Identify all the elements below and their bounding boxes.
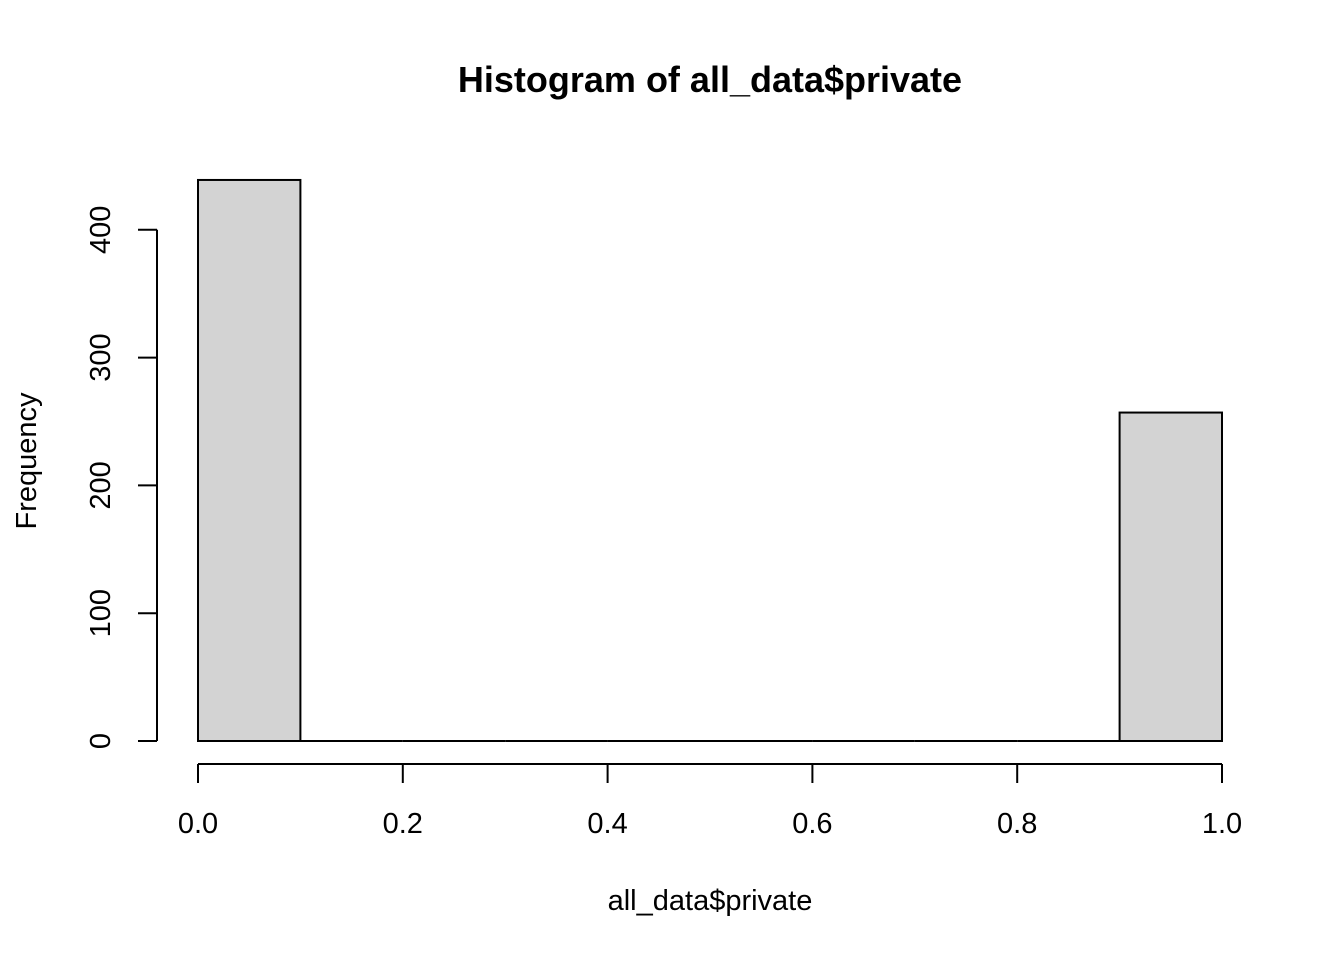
x-tick-label-3: 0.6 (792, 808, 832, 840)
x-tick-label-5: 1.0 (1202, 808, 1242, 840)
y-axis: 0 100 200 300 400 (85, 206, 158, 749)
x-axis: 0.0 0.2 0.4 0.6 0.8 1.0 (178, 763, 1242, 840)
y-tick-label-3: 300 (85, 333, 117, 381)
y-axis-label: Frequency (11, 392, 43, 530)
y-tick-label-1: 100 (85, 589, 117, 637)
x-tick-label-0: 0.0 (178, 808, 218, 840)
x-tick-label-1: 0.2 (383, 808, 423, 840)
histogram-bar-0 (197, 178, 302, 742)
bars-group (197, 178, 1223, 742)
x-tick-label-4: 0.8 (997, 808, 1037, 840)
x-tick-label-2: 0.4 (587, 808, 627, 840)
y-tick-label-4: 400 (85, 206, 117, 254)
y-tick-label-2: 200 (85, 461, 117, 509)
x-axis-label: all_data$private (608, 885, 813, 917)
y-tick-label-0: 0 (85, 733, 117, 749)
chart-title: Histogram of all_data$private (458, 59, 962, 100)
histogram-bar-9 (1118, 411, 1223, 742)
